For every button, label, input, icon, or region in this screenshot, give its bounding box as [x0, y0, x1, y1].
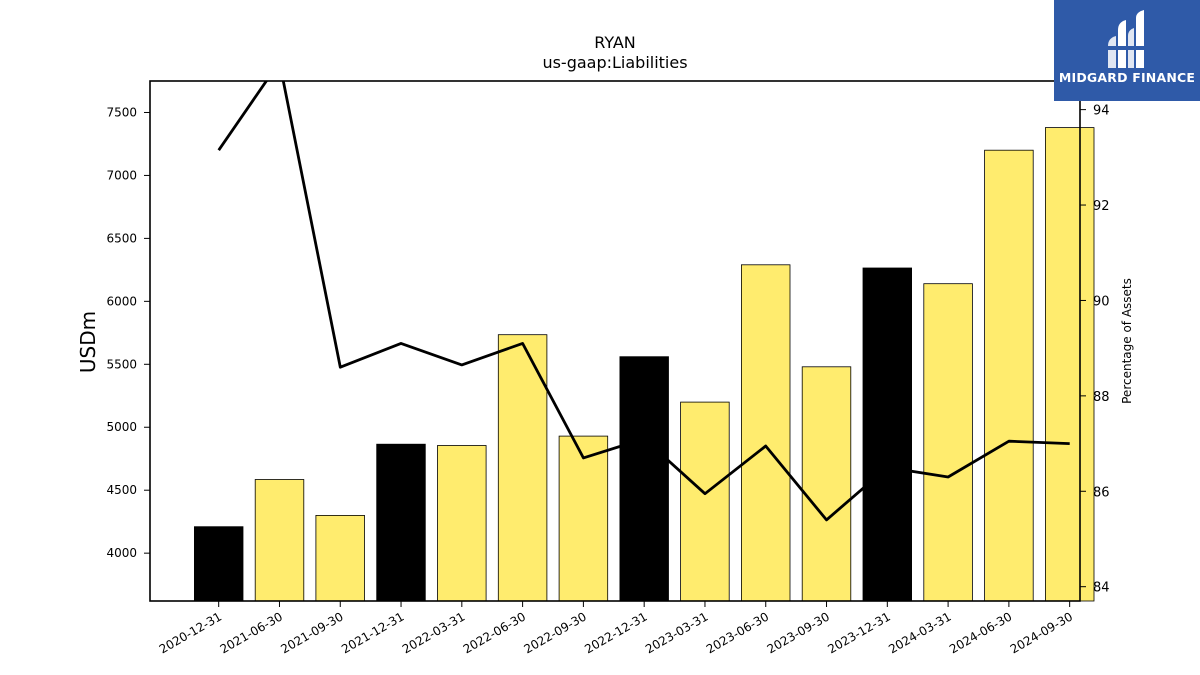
bar [923, 283, 973, 602]
chart-subtitle: us-gaap:Liabilities [542, 53, 687, 72]
x-tick-label: 2022-12-31 [582, 609, 649, 656]
y2-tick-label: 84 [1093, 581, 1110, 596]
bar [1045, 127, 1095, 602]
y2-tick-label: 86 [1093, 485, 1110, 500]
midgard-finance-logo-icon [1108, 10, 1144, 68]
bar [862, 267, 912, 602]
chart-title: RYAN [594, 33, 636, 52]
x-tick-label: 2023-03-31 [643, 609, 710, 656]
y-tick-label: 7000 [106, 168, 137, 182]
y2-tick-label: 90 [1093, 294, 1110, 309]
bar [254, 479, 305, 602]
bar [497, 334, 548, 602]
x-tick-label: 2022-06-30 [461, 609, 528, 656]
x-tick-label: 2024-03-31 [886, 609, 953, 656]
y-tick-label: 4500 [106, 483, 137, 497]
bar [801, 366, 852, 602]
bar [437, 445, 487, 602]
y2-tick-label: 92 [1093, 199, 1110, 214]
x-tick-label: 2022-09-30 [521, 609, 588, 656]
y-axis-label: USDm [76, 311, 100, 373]
plot-frame [149, 80, 1081, 602]
bar [193, 526, 244, 602]
y-tick-label: 5000 [106, 420, 137, 434]
bar [619, 356, 669, 602]
x-tick-label: 2021-09-30 [278, 609, 345, 656]
x-tick-label: 2021-12-31 [339, 609, 406, 656]
y-tick-label: 7500 [106, 105, 137, 119]
percentage-line [217, 81, 1070, 522]
y2-axis-label: Percentage of Assets [1120, 278, 1134, 404]
x-tick-label: 2024-06-30 [947, 609, 1014, 656]
x-tick-label: 2021-06-30 [218, 609, 285, 656]
x-tick-label: 2023-06-30 [704, 609, 771, 656]
bar [984, 149, 1034, 602]
bar [680, 401, 730, 602]
bar [376, 443, 426, 602]
y2-tick-label: 88 [1093, 390, 1110, 405]
x-tick-label: 2023-12-31 [825, 609, 892, 656]
y-tick-label: 6000 [106, 294, 137, 308]
bar [741, 264, 791, 602]
brand-name: MIDGARD FINANCE [1058, 70, 1196, 85]
y2-tick-label: 94 [1093, 104, 1110, 119]
brand-logo: MIDGARD FINANCE [1054, 0, 1200, 101]
y-tick-label: 6500 [106, 231, 137, 245]
x-tick-label: 2024-09-30 [1008, 609, 1075, 656]
y-tick-label: 4000 [106, 546, 137, 560]
bar [558, 435, 609, 602]
bar [315, 515, 365, 602]
x-tick-label: 2023-09-30 [765, 609, 832, 656]
x-tick-label: 2022-03-31 [400, 609, 467, 656]
x-tick-label: 2020-12-31 [157, 609, 224, 656]
y-tick-label: 5500 [106, 357, 137, 371]
